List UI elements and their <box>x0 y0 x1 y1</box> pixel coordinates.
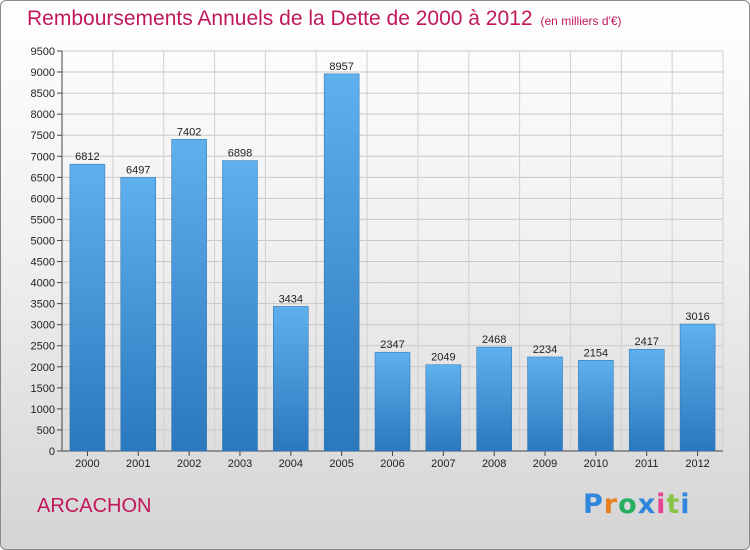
value-label-2012: 3016 <box>685 311 709 323</box>
bar-2005 <box>323 73 360 452</box>
y-tick-label: 9500 <box>31 46 55 58</box>
bar-2007 <box>425 364 462 452</box>
x-tick-label-2004: 2004 <box>279 458 303 470</box>
logo-letter: i <box>656 489 667 520</box>
bar-2002 <box>171 139 207 452</box>
logo-letter: P <box>583 489 604 520</box>
bar-2012 <box>679 323 716 452</box>
logo-letter: x <box>637 489 657 520</box>
labels: 0 500 1000 1500 2000 2500 3000 3500 4000 4500 5000… <box>31 46 710 470</box>
value-label-2000: 6812 <box>75 151 99 163</box>
x-tick-label-2011: 2011 <box>635 458 659 470</box>
x-tick-label-2001: 2001 <box>126 458 150 470</box>
city-name: ARCACHON <box>37 495 152 517</box>
y-tick-label: 4000 <box>31 278 55 290</box>
value-label-2003: 6898 <box>228 148 252 160</box>
y-tick-label: 6000 <box>31 193 55 205</box>
x-tick-label-2003: 2003 <box>228 458 252 470</box>
chart-title: Remboursements Annuels de la Dette de 20… <box>27 7 622 31</box>
bar-2009 <box>527 356 563 452</box>
x-tick-label-2005: 2005 <box>329 458 353 470</box>
logo-letter: i <box>680 489 691 520</box>
bar-2006 <box>374 351 411 452</box>
x-tick-label-2000: 2000 <box>75 458 99 470</box>
x-tick-label-2007: 2007 <box>431 458 455 470</box>
value-label-2002: 7402 <box>177 126 201 138</box>
y-tick-label: 3000 <box>31 320 55 332</box>
y-tick-label: 6500 <box>31 172 55 184</box>
chart-subtitle: (en milliers d'€) <box>540 14 622 28</box>
x-tick-label-2010: 2010 <box>584 458 608 470</box>
bar-2010 <box>578 360 614 452</box>
y-tick-label: 8000 <box>31 109 55 121</box>
x-tick-label-2008: 2008 <box>482 458 506 470</box>
y-tick-label: 2000 <box>31 362 55 374</box>
y-tick-label: 3500 <box>31 299 55 311</box>
value-label-2010: 2154 <box>584 347 608 359</box>
bar-2011 <box>628 348 665 452</box>
x-tick-label-2006: 2006 <box>380 458 404 470</box>
bar-2001 <box>120 177 157 452</box>
logo-letter: r <box>603 489 619 520</box>
y-tick-label: 7500 <box>31 130 55 142</box>
value-label-2004: 3434 <box>279 293 303 305</box>
bar-2000 <box>69 163 106 452</box>
y-tick-label: 4500 <box>31 257 55 269</box>
value-label-2006: 2347 <box>380 339 404 351</box>
proxiti-logo: Proxiti <box>583 489 691 520</box>
y-tick-label: 1500 <box>31 383 55 395</box>
value-label-2007: 2049 <box>431 352 455 364</box>
logo-letter: t <box>666 489 681 520</box>
bar-2004 <box>273 306 309 452</box>
value-label-2008: 2468 <box>482 334 506 346</box>
y-tick-label: 0 <box>49 446 55 458</box>
y-tick-label: 5000 <box>31 235 55 247</box>
y-tick-label: 7000 <box>31 151 55 163</box>
y-tick-label: 9000 <box>31 67 55 79</box>
logo-letter: o <box>618 489 638 520</box>
bar-2008 <box>476 346 512 452</box>
value-label-2009: 2234 <box>533 344 557 356</box>
y-tick-label: 2500 <box>31 341 55 353</box>
y-tick-label: 1000 <box>31 404 55 416</box>
chart-title-text: Remboursements Annuels de la Dette de 20… <box>27 7 533 30</box>
x-tick-label-2009: 2009 <box>533 458 557 470</box>
value-label-2005: 8957 <box>329 61 353 73</box>
x-tick-label-2002: 2002 <box>177 458 201 470</box>
value-label-2001: 6497 <box>126 164 150 176</box>
y-tick-label: 500 <box>37 425 55 437</box>
bar-2003 <box>222 160 258 452</box>
bars <box>69 73 716 452</box>
y-tick-label: 5500 <box>31 214 55 226</box>
value-label-2011: 2417 <box>634 336 658 348</box>
y-tick-label: 8500 <box>31 88 55 100</box>
x-tick-label-2012: 2012 <box>685 458 709 470</box>
